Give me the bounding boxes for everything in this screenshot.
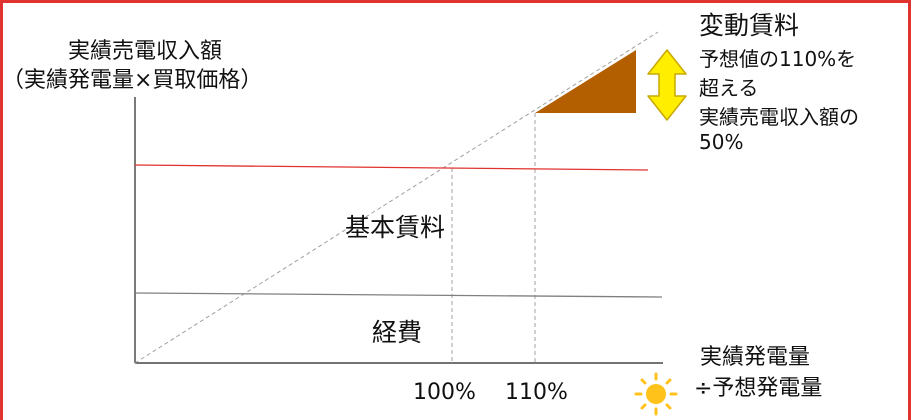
variable-fee-text-2: 超える [699, 72, 758, 101]
variable-fee-title: 変動賃料 [699, 6, 799, 42]
sun-icon [636, 374, 676, 414]
expenses-label: 経費 [372, 313, 422, 349]
y-axis-label-line2: （実績発電量×買取価格） [2, 62, 262, 94]
tick-110: 110% [505, 380, 568, 405]
tick-100: 100% [413, 380, 476, 405]
variable-fee-text-3: 実績売電収入額の [699, 101, 859, 130]
variable-fee-text-4: 50% [699, 130, 743, 154]
x-axis-label-line2: ÷予想発電量 [694, 370, 822, 402]
base-fee-label: 基本賃料 [345, 208, 445, 244]
base-fee-line [135, 165, 648, 170]
x-axis-label-line1: 実績発電量 [700, 339, 810, 371]
double-arrow-icon [648, 50, 686, 120]
variable-fee-text-1: 予想値の110%を [699, 43, 856, 72]
expenses-line [135, 293, 662, 297]
y-axis-label-line1: 実績売電収入額 [68, 33, 222, 65]
variable-fee-area-main [535, 50, 636, 113]
